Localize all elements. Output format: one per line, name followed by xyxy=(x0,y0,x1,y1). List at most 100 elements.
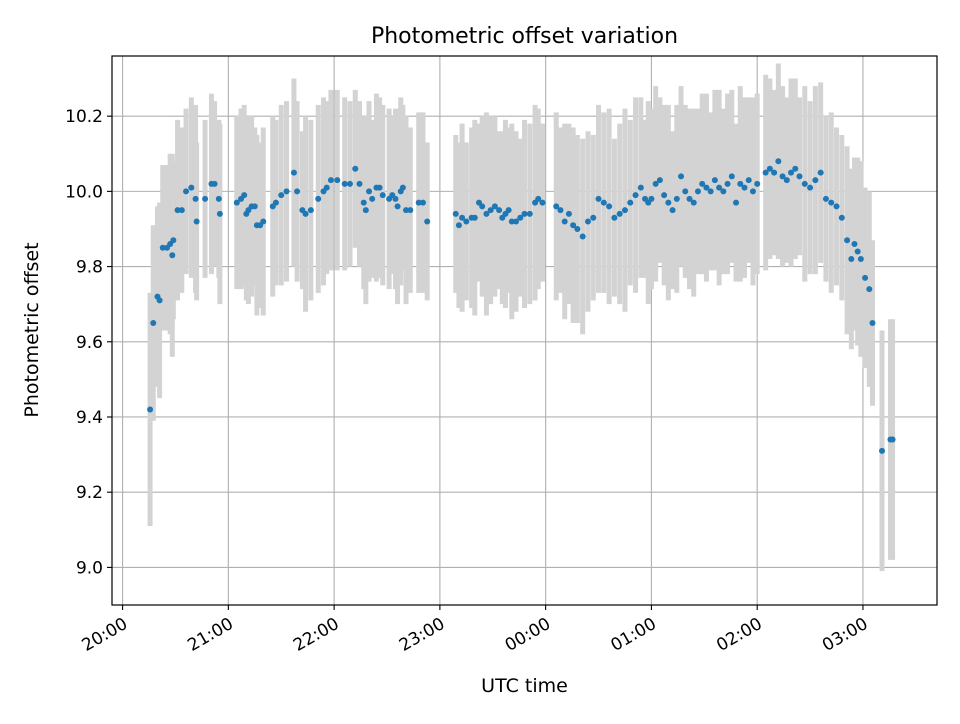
data-point xyxy=(403,207,410,214)
data-point xyxy=(728,173,735,180)
data-point xyxy=(341,180,348,187)
data-point xyxy=(202,195,209,202)
data-point xyxy=(150,319,157,326)
data-point xyxy=(844,237,851,244)
data-point xyxy=(857,256,864,263)
data-point xyxy=(424,218,431,225)
data-point xyxy=(272,199,279,206)
data-point xyxy=(216,210,223,217)
data-point xyxy=(352,165,359,172)
data-point xyxy=(283,188,290,195)
data-point xyxy=(192,195,199,202)
data-point xyxy=(822,195,829,202)
data-point xyxy=(535,195,542,202)
data-point xyxy=(366,188,373,195)
data-point xyxy=(513,218,520,225)
data-point xyxy=(508,218,515,225)
data-point xyxy=(648,195,655,202)
data-point xyxy=(334,177,341,184)
data-point xyxy=(307,207,314,214)
data-point xyxy=(233,199,240,206)
data-point xyxy=(869,319,876,326)
data-point xyxy=(169,252,176,259)
data-point xyxy=(170,237,177,244)
data-point xyxy=(491,203,498,210)
data-point xyxy=(595,195,602,202)
y-axis-ticks: 9.0 9.2 9.4 9.6 9.8 10.0 10.2 xyxy=(65,107,112,578)
data-point xyxy=(392,195,399,202)
data-point xyxy=(188,184,195,191)
data-point xyxy=(487,207,494,214)
data-point xyxy=(703,184,710,191)
data-point xyxy=(178,207,185,214)
data-point xyxy=(323,184,330,191)
x-axis-label: UTC time xyxy=(481,675,568,697)
data-point xyxy=(690,199,697,206)
chart-title: Photometric offset variation xyxy=(371,24,678,49)
data-point xyxy=(606,203,613,210)
y-axis-label: Photometric offset xyxy=(21,242,43,417)
data-point xyxy=(656,177,663,184)
y-tick-label: 10.0 xyxy=(65,182,103,202)
data-point xyxy=(526,210,533,217)
data-point xyxy=(762,169,769,176)
data-point xyxy=(156,297,163,304)
data-point xyxy=(315,195,322,202)
data-point xyxy=(854,248,861,255)
y-tick-label: 9.4 xyxy=(76,408,103,428)
data-point xyxy=(754,180,761,187)
data-point xyxy=(302,210,309,217)
y-tick-label: 10.2 xyxy=(65,107,103,127)
data-point xyxy=(362,207,369,214)
data-point xyxy=(290,169,297,176)
data-point xyxy=(866,286,873,293)
data-point xyxy=(632,192,639,199)
data-point xyxy=(379,192,386,199)
data-point xyxy=(260,218,267,225)
data-point xyxy=(838,214,845,221)
data-point xyxy=(665,199,672,206)
data-point xyxy=(394,203,401,210)
data-point xyxy=(159,244,166,251)
data-point xyxy=(621,207,628,214)
data-point xyxy=(716,184,723,191)
data-point xyxy=(741,184,748,191)
data-point xyxy=(637,184,644,191)
data-point xyxy=(627,199,634,206)
data-point xyxy=(817,169,824,176)
y-tick-label: 9.2 xyxy=(76,483,103,503)
data-point xyxy=(669,207,676,214)
data-point xyxy=(616,210,623,217)
data-point xyxy=(707,188,714,195)
data-point xyxy=(796,173,803,180)
data-point xyxy=(471,214,478,221)
data-point xyxy=(724,180,731,187)
data-point xyxy=(879,447,885,454)
y-tick-label: 9.6 xyxy=(76,333,103,353)
data-point xyxy=(327,177,334,184)
data-point xyxy=(574,225,581,232)
data-point xyxy=(833,203,840,210)
data-point xyxy=(483,210,490,217)
y-tick-label: 9.8 xyxy=(76,258,103,278)
data-point xyxy=(346,180,353,187)
data-point xyxy=(553,203,560,210)
data-point xyxy=(720,188,727,195)
data-point xyxy=(889,436,896,443)
data-point xyxy=(801,180,808,187)
data-point xyxy=(682,188,689,195)
data-point xyxy=(505,207,512,214)
data-point xyxy=(848,256,855,263)
data-point xyxy=(783,177,790,184)
data-point xyxy=(455,222,462,229)
data-point xyxy=(419,199,426,206)
plot-frame xyxy=(111,55,938,606)
data-point xyxy=(294,188,301,195)
data-point xyxy=(241,192,248,199)
data-point xyxy=(733,199,740,206)
data-point xyxy=(565,210,572,217)
data-point xyxy=(557,207,564,214)
data-point xyxy=(579,233,586,240)
data-point xyxy=(399,184,406,191)
